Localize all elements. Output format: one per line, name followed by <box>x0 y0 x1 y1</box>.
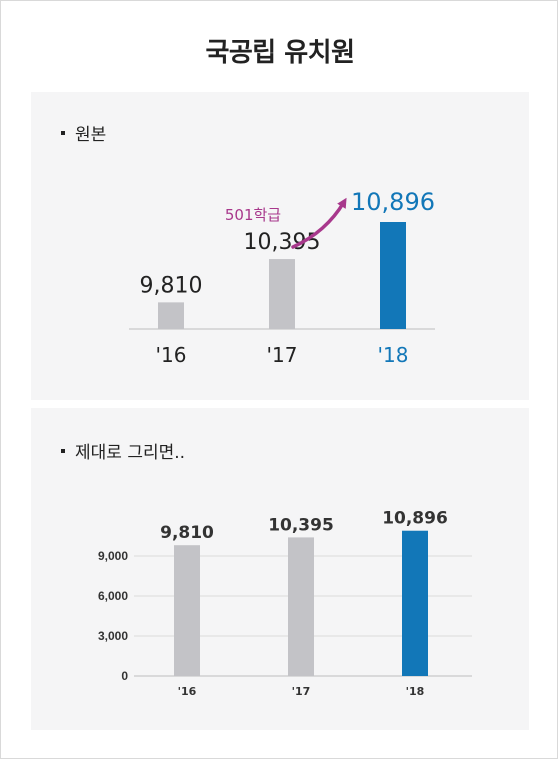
increase-arrow <box>291 197 347 249</box>
y-tick-label: 3,000 <box>98 629 128 643</box>
corrected-chart-panel: 제대로 그리면.. 0 3,000 6,000 9,000 9,810 '16 10,395… <box>31 408 529 730</box>
x-tick-label: '16 <box>178 685 197 698</box>
value-label: 10,395 <box>268 515 334 535</box>
corrected-chart-svg: 0 3,000 6,000 9,000 9,810 '16 10,395 '17 10,896 '… <box>98 509 472 698</box>
original-chart-label-row: 원본 <box>61 120 106 145</box>
original-chart-label: 원본 <box>75 125 107 145</box>
y-tick-label: 9,000 <box>98 549 128 563</box>
corrected-chart-label-row: 제대로 그리면.. <box>61 438 185 463</box>
value-label: 10,395 <box>244 230 321 255</box>
value-label: 10,896 <box>382 509 448 529</box>
y-tick-label: 6,000 <box>98 589 128 603</box>
bar-16 <box>174 545 200 676</box>
x-tick-label: '18 <box>406 685 425 698</box>
x-tick-label: '17 <box>292 685 311 698</box>
original-chart-panel: 원본 9,810 '16 10,395 '17 10,896 '18 501학급 <box>31 92 529 400</box>
increase-annotation: 501학급 <box>225 206 281 224</box>
y-tick-label: 0 <box>121 669 128 683</box>
x-tick-label: '16 <box>156 343 187 367</box>
x-tick-label: '17 <box>267 343 298 367</box>
bar-17 <box>269 259 295 329</box>
bullet-icon <box>61 448 65 453</box>
value-label: 10,896 <box>351 188 435 216</box>
page-title: 국공립 유치원 <box>205 38 355 68</box>
bullet-icon <box>61 130 65 135</box>
original-chart-svg: 9,810 '16 10,395 '17 10,896 '18 501학급 <box>129 188 435 367</box>
bar-18 <box>380 222 406 329</box>
x-tick-label: '18 <box>378 343 409 367</box>
corrected-chart-label: 제대로 그리면.. <box>75 443 186 463</box>
bar-17 <box>288 537 314 676</box>
value-label: 9,810 <box>160 523 214 543</box>
bar-18 <box>402 530 428 676</box>
value-label: 9,810 <box>140 273 203 298</box>
bar-16 <box>158 302 184 329</box>
